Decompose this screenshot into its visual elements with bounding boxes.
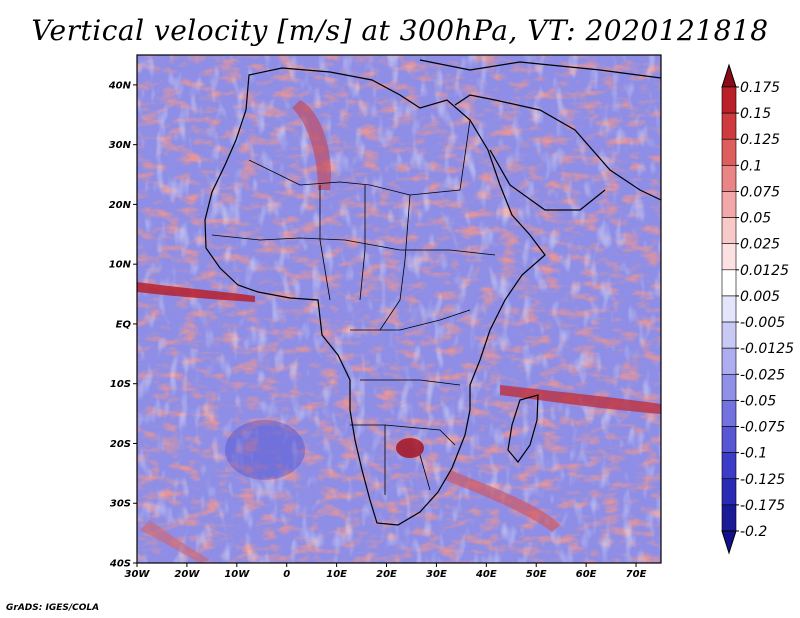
africa-coast (204, 67, 546, 526)
lat-label: 40N (108, 80, 132, 91)
colorbar-label: -0.005 (740, 315, 785, 331)
colorbar-label: -0.2 (740, 524, 767, 540)
colorbar-swatch (721, 426, 737, 453)
colorbar-swatch (721, 400, 737, 427)
colorbar-swatch (721, 191, 737, 218)
subsidence-south-atlantic (225, 420, 305, 480)
lon-label: 10E (326, 569, 347, 580)
colorbar-label: -0.1 (740, 446, 767, 462)
lon-label: 50E (526, 569, 547, 580)
itcz-band-atlantic (137, 282, 255, 302)
lon-label: 20E (376, 569, 397, 580)
colorbar-swatch (721, 478, 737, 506)
lon-label: 70E (626, 569, 647, 580)
coastlines (204, 59, 661, 526)
colorbar-label: 0.075 (740, 184, 780, 200)
colorbar-label: 0.125 (740, 132, 780, 148)
colorbar-label: 0.175 (740, 80, 780, 96)
grads-credit: GrADS: IGES/COLA (6, 603, 100, 613)
colorbar-label: 0.1 (740, 158, 762, 174)
map-title: Vertical velocity [m/s] at 300hPa, VT: 2… (31, 14, 769, 47)
lon-label: 0 (283, 569, 290, 580)
red-sea-gulf (489, 149, 606, 211)
colorbar-swatch (721, 295, 737, 323)
colorbar-swatch (721, 373, 737, 401)
lat-label: 10S (110, 379, 131, 390)
lon-label: 40E (475, 569, 497, 580)
lat-label: 30N (109, 140, 132, 151)
lat-label: 30S (110, 499, 131, 510)
colorbar-top-arrow (721, 63, 737, 88)
lat-label: 10N (109, 260, 132, 271)
colorbar-swatch (721, 217, 737, 245)
latitude-axis: 40N 30N 20N 10N EQ 10S 20S 30S 40S (108, 80, 137, 570)
southern-africa-core (396, 438, 424, 458)
madagascar-coast (507, 394, 539, 463)
colorbar-bottom-arrow (721, 530, 737, 555)
colorbar-swatch (721, 243, 737, 271)
colorbar-label: 0.05 (740, 211, 771, 227)
lat-label: 20N (109, 200, 132, 211)
colorbar-swatch (721, 504, 737, 532)
colorbar-swatch (721, 321, 737, 349)
colorbar-swatch (721, 347, 737, 375)
lat-label: 20S (110, 439, 131, 450)
lon-label: 30E (426, 569, 447, 580)
lon-label: 30W (125, 569, 151, 580)
colorbar-swatch (721, 112, 737, 140)
colorbar-swatch (721, 138, 737, 166)
colorbar-label: 0.025 (740, 237, 780, 253)
colorbar-label: -0.125 (740, 472, 785, 488)
sahara-streak (292, 100, 331, 190)
colorbar-label: -0.175 (740, 498, 785, 514)
colorbar-label: 0.0125 (740, 263, 789, 279)
colorbar-label: 0.15 (740, 106, 771, 122)
colorbar-label: 0.005 (740, 289, 780, 305)
lon-label: 20W (174, 569, 200, 580)
colorbar-swatch (721, 86, 737, 114)
lat-label: EQ (116, 319, 132, 330)
colorbar-label: -0.075 (740, 420, 785, 436)
southwest-streak (140, 520, 210, 563)
colorbar-swatch (721, 452, 737, 480)
country-borders (211, 119, 496, 495)
lon-label: 10W (224, 569, 250, 580)
velocity-field (137, 55, 661, 563)
arabia-coast (454, 94, 661, 201)
southern-jet-streak (445, 470, 560, 532)
colorbar-swatch (721, 269, 737, 297)
lon-label: 60E (576, 569, 597, 580)
colorbar-swatch (721, 165, 737, 192)
plot-frame (136, 54, 662, 564)
colorbar-label: -0.05 (740, 393, 776, 409)
itcz-band-indian (500, 385, 661, 414)
lat-label: 40S (109, 559, 131, 570)
colorbar-label: -0.0125 (740, 341, 794, 357)
longitude-axis: 30W 20W 10W 0 10E 20E 30E 40E 50E 60E 70E (125, 563, 647, 580)
eurasia-coast (419, 59, 661, 79)
colorbar-label: -0.025 (740, 367, 785, 383)
colorbar: 0.175 0.15 0.125 0.1 0.075 0.05 0.025 0.0125 0.0… (721, 63, 794, 555)
